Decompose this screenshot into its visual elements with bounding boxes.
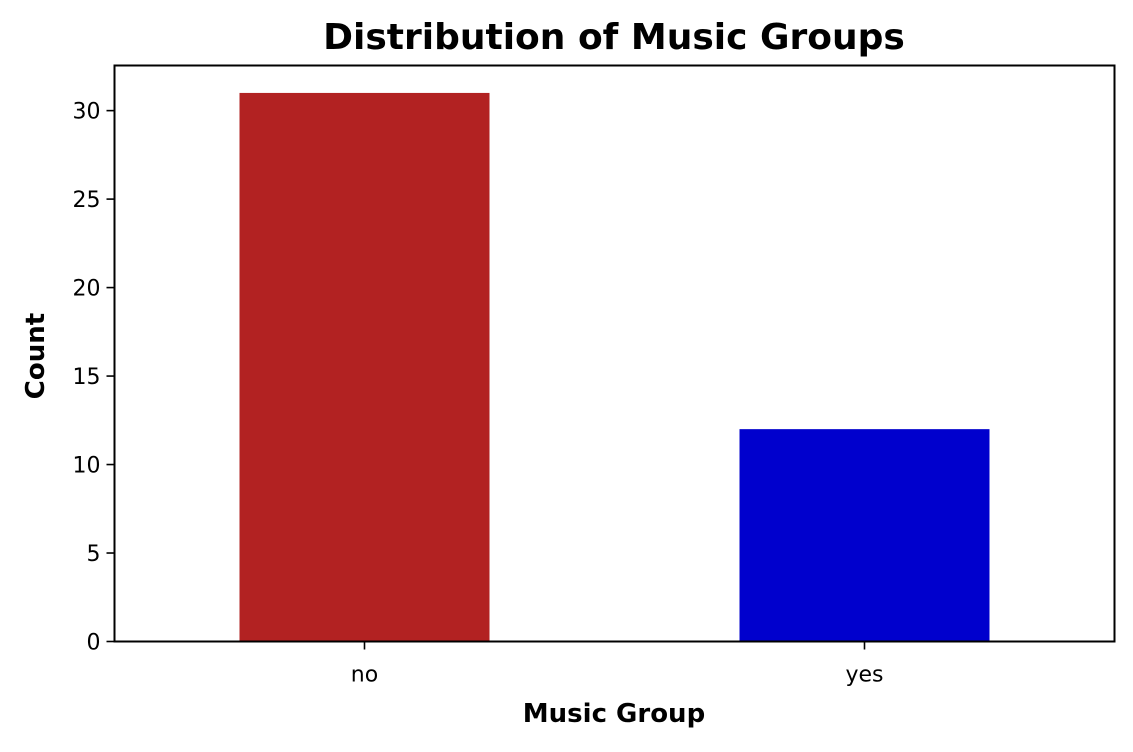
bars-layer xyxy=(239,92,990,642)
plot-area-frame xyxy=(113,64,1116,643)
y-tick-label: 20 xyxy=(73,277,101,302)
chart-title: Distribution of Music Groups xyxy=(323,17,905,58)
y-tick-label: 5 xyxy=(87,542,101,567)
y-axis-ticks: 0 5 10 15 20 25 30 xyxy=(73,100,115,656)
x-axis-label: Music Group xyxy=(523,699,705,729)
y-tick-label: 0 xyxy=(87,631,101,656)
bar-yes xyxy=(739,429,990,642)
y-tick-label: 10 xyxy=(73,454,101,479)
x-tick-label: yes xyxy=(845,663,883,688)
bar-no xyxy=(239,92,490,642)
y-tick-label: 15 xyxy=(73,365,101,390)
x-tick-label: no xyxy=(351,663,378,688)
y-tick-label: 25 xyxy=(73,188,101,213)
y-tick-label: 30 xyxy=(73,100,101,125)
x-axis-ticks: no yes xyxy=(351,641,884,688)
y-axis-label: Count xyxy=(21,313,51,399)
